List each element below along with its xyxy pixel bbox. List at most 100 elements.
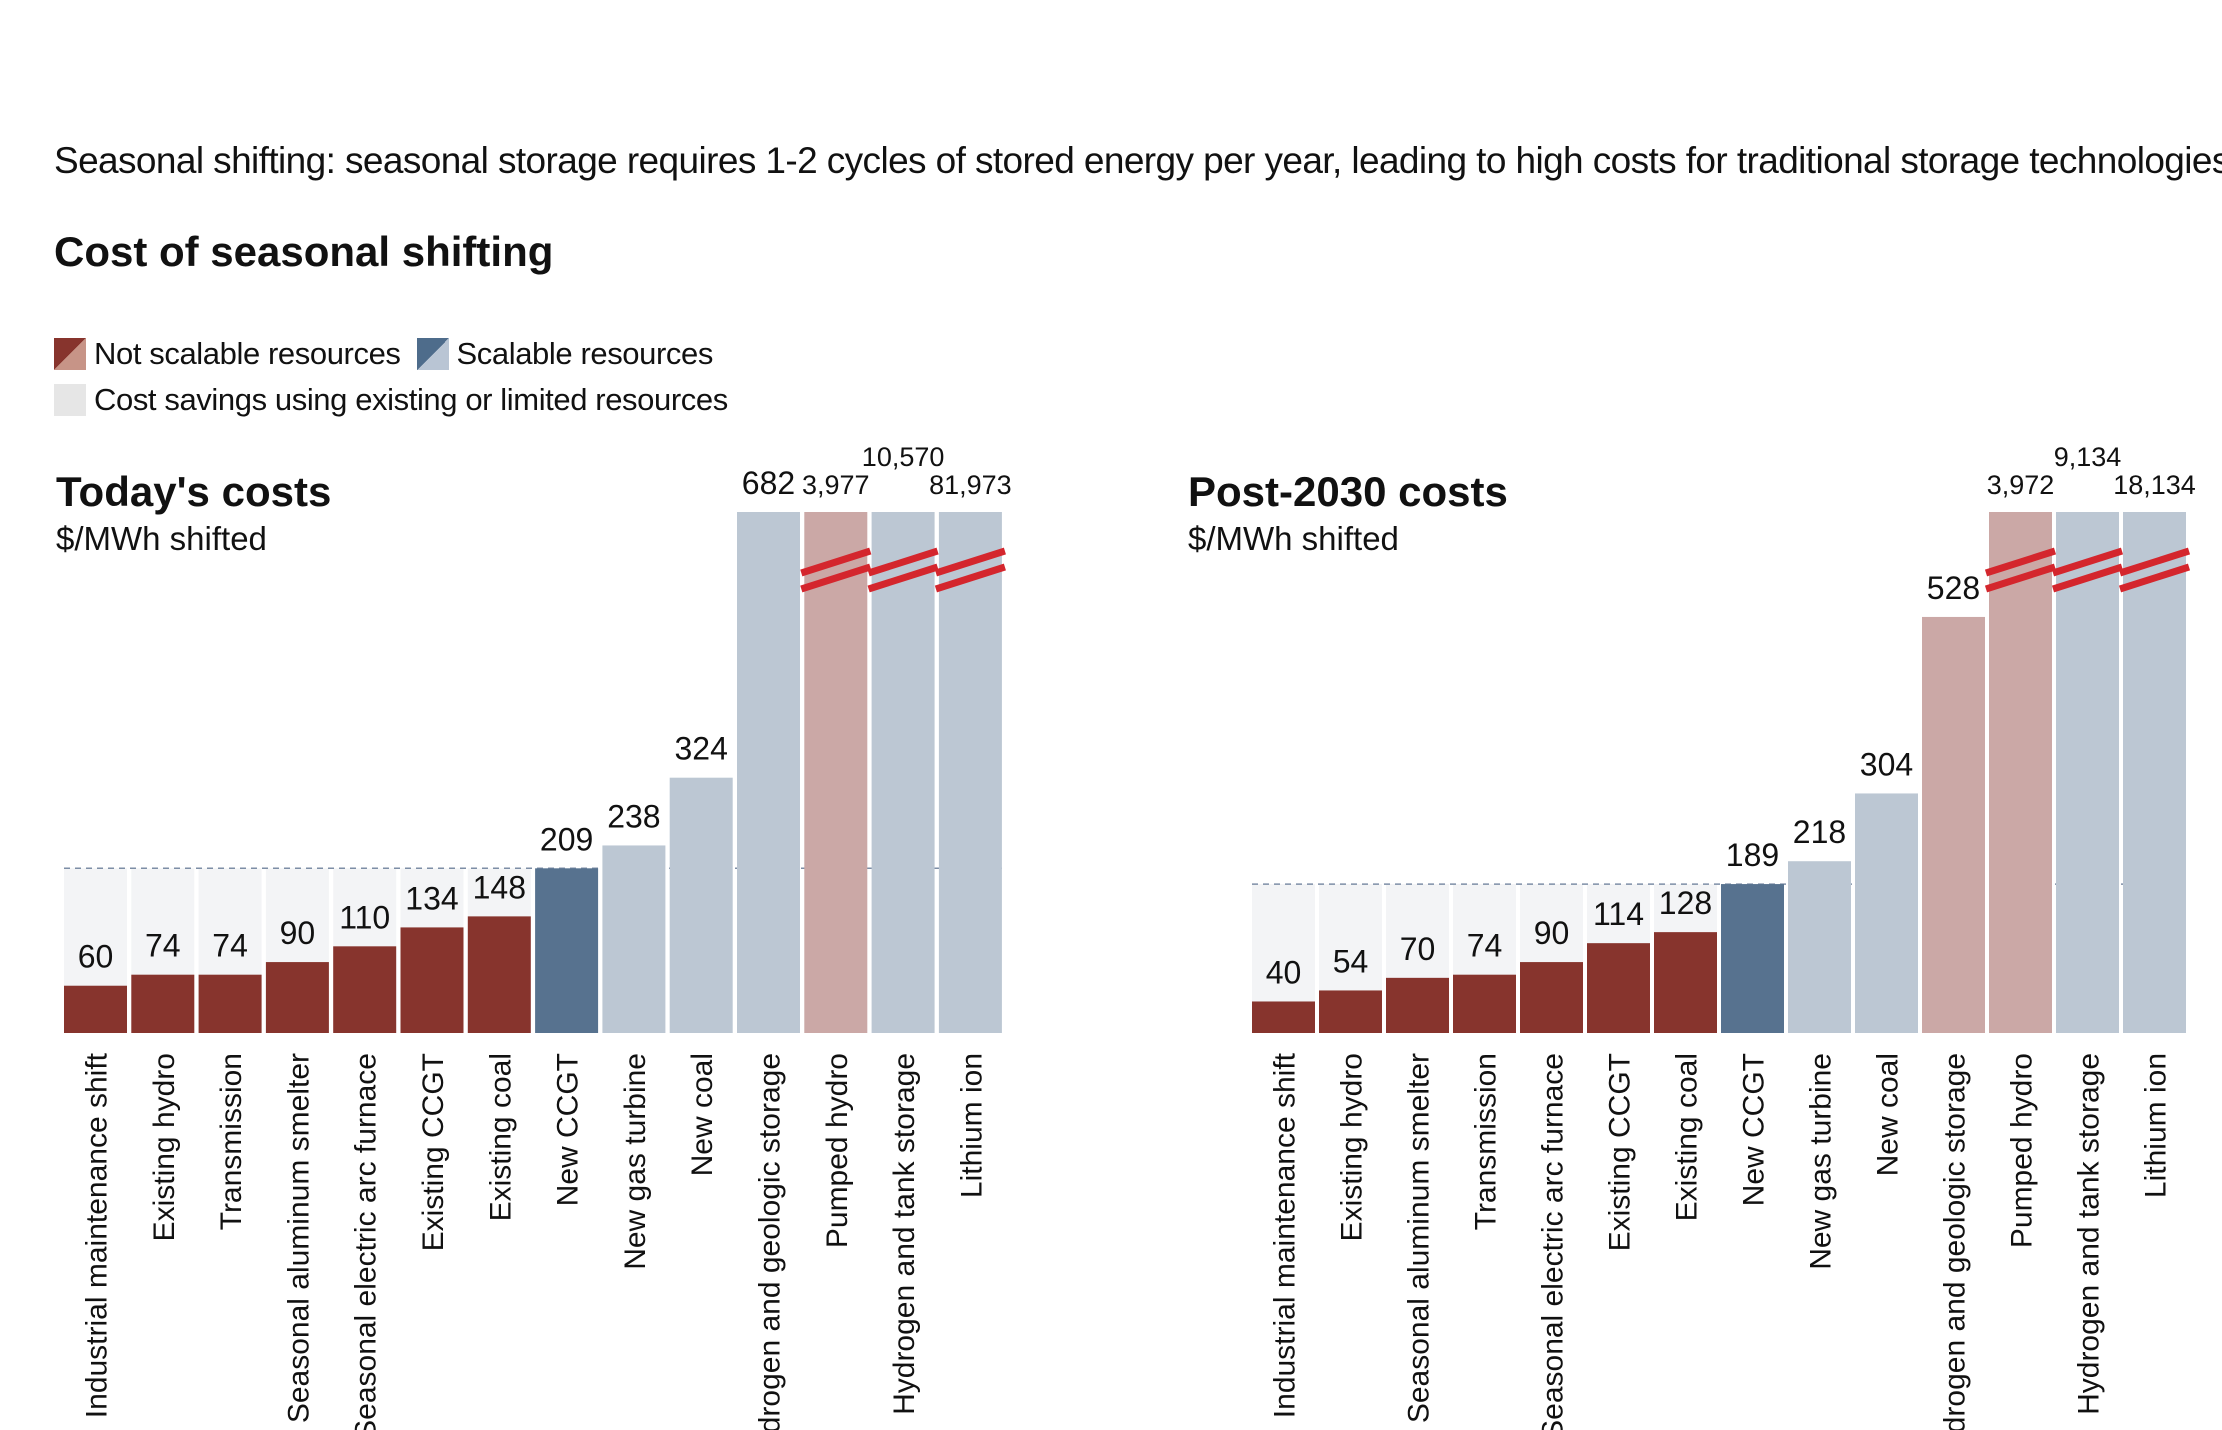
category-label-13: Lithium ion bbox=[955, 1053, 988, 1198]
main-title: Cost of seasonal shifting bbox=[54, 228, 554, 275]
bar-13 bbox=[938, 512, 1002, 1033]
value-label-5: 114 bbox=[1593, 896, 1644, 932]
bar-5 bbox=[1587, 943, 1650, 1033]
bar-9 bbox=[669, 777, 733, 1033]
bar-3 bbox=[265, 962, 329, 1033]
axis-break-mark-12-1 bbox=[2051, 563, 2124, 593]
category-label-1: Existing hydro bbox=[148, 1053, 181, 1241]
value-label-10: 682 bbox=[742, 465, 795, 501]
bar-5 bbox=[400, 927, 464, 1033]
bar-4 bbox=[333, 946, 397, 1033]
bar-9 bbox=[1855, 793, 1918, 1033]
category-label-3: Seasonal aluminum smelter bbox=[282, 1053, 315, 1423]
bar-12 bbox=[871, 512, 935, 1033]
category-label-8: New gas turbine bbox=[1805, 1053, 1838, 1270]
axis-break-mark-12-0 bbox=[867, 547, 939, 577]
category-label-5: Existing CCGT bbox=[417, 1053, 450, 1251]
value-label-12: 10,570 bbox=[862, 442, 945, 472]
axis-break-mark-11-1 bbox=[1984, 563, 2057, 593]
legend-label-not-scalable: Not scalable resources bbox=[94, 336, 401, 371]
category-label-11: Pumped hydro bbox=[821, 1053, 854, 1248]
axis-break-mark-11-0 bbox=[800, 547, 872, 577]
category-label-0: Industrial maintenance shift bbox=[1269, 1052, 1302, 1418]
panel-title-post2030: Post-2030 costs bbox=[1188, 468, 1508, 515]
bar-7 bbox=[535, 868, 599, 1033]
bar-2 bbox=[1386, 977, 1449, 1033]
legend-swatch-savings bbox=[54, 384, 86, 416]
bar-12 bbox=[2056, 512, 2119, 1033]
value-label-0: 60 bbox=[78, 939, 114, 975]
category-label-10: Hydrogen and geologic storage bbox=[754, 1053, 787, 1430]
bar-10 bbox=[1922, 616, 1985, 1033]
bar-8 bbox=[1788, 861, 1851, 1033]
category-label-11: Pumped hydro bbox=[2006, 1053, 2039, 1248]
category-label-7: New CCGT bbox=[1738, 1053, 1771, 1206]
headline: Seasonal shifting: seasonal storage requ… bbox=[54, 140, 2222, 181]
value-label-4: 110 bbox=[339, 899, 390, 935]
value-label-3: 74 bbox=[1467, 928, 1503, 964]
category-label-0: Industrial maintenance shift bbox=[81, 1052, 114, 1418]
legend-label-savings: Cost savings using existing or limited r… bbox=[94, 382, 728, 417]
value-label-0: 40 bbox=[1266, 954, 1302, 990]
bar-1 bbox=[131, 974, 195, 1033]
category-label-10: Hydrogen and geologic storage bbox=[1939, 1053, 1972, 1430]
panel-ylabel-post2030: $/MWh shifted bbox=[1188, 520, 1399, 557]
value-label-10: 528 bbox=[1927, 570, 1980, 606]
axis-break-mark-13-1 bbox=[934, 563, 1006, 593]
axis-break-mark-12-0 bbox=[2051, 547, 2124, 577]
category-label-3: Transmission bbox=[1470, 1053, 1503, 1230]
category-label-4: Seasonal electric arc furnace bbox=[1537, 1053, 1570, 1430]
value-label-13: 81,973 bbox=[929, 470, 1012, 500]
value-label-2: 70 bbox=[1400, 931, 1436, 967]
value-label-3: 90 bbox=[280, 915, 316, 951]
value-label-6: 128 bbox=[1659, 885, 1712, 921]
axis-break-mark-11-0 bbox=[1984, 547, 2057, 577]
panel-ylabel-today: $/MWh shifted bbox=[56, 520, 267, 557]
value-label-4: 90 bbox=[1534, 915, 1570, 951]
category-label-12: Hydrogen and tank storage bbox=[2073, 1053, 2106, 1415]
legend-row-savings: Cost savings using existing or limited r… bbox=[54, 382, 728, 418]
category-label-9: New coal bbox=[1872, 1053, 1905, 1176]
bar-0 bbox=[1252, 1001, 1315, 1033]
bar-11 bbox=[1989, 512, 2052, 1033]
category-label-2: Transmission bbox=[215, 1053, 248, 1230]
bar-0 bbox=[64, 985, 127, 1033]
value-label-9: 304 bbox=[1860, 746, 1913, 782]
axis-break-mark-13-0 bbox=[934, 547, 1006, 577]
axis-break-mark-12-1 bbox=[867, 563, 939, 593]
value-label-13: 18,134 bbox=[2113, 470, 2196, 500]
category-label-1: Existing hydro bbox=[1336, 1053, 1369, 1241]
value-label-6: 148 bbox=[473, 869, 526, 905]
bar-6 bbox=[467, 916, 531, 1033]
bar-3 bbox=[1453, 974, 1516, 1033]
category-label-13: Lithium ion bbox=[2140, 1053, 2173, 1198]
category-label-2: Seasonal aluminum smelter bbox=[1403, 1053, 1436, 1423]
bar-4 bbox=[1520, 962, 1583, 1033]
value-label-12: 9,134 bbox=[2054, 442, 2122, 472]
value-label-7: 209 bbox=[540, 821, 593, 857]
axis-break-mark-11-1 bbox=[800, 563, 872, 593]
value-label-1: 74 bbox=[145, 928, 181, 964]
value-label-7: 189 bbox=[1726, 837, 1779, 873]
legend-swatch-not-scalable bbox=[54, 338, 86, 370]
category-label-8: New gas turbine bbox=[619, 1053, 652, 1270]
category-label-12: Hydrogen and tank storage bbox=[888, 1053, 921, 1415]
category-label-9: New coal bbox=[686, 1053, 719, 1176]
legend-row-scalability: Not scalable resources Scalable resource… bbox=[54, 336, 713, 372]
bar-8 bbox=[602, 845, 666, 1033]
value-label-8: 238 bbox=[607, 798, 660, 834]
category-label-4: Seasonal electric arc furnace bbox=[350, 1053, 383, 1430]
value-label-9: 324 bbox=[675, 731, 728, 767]
value-label-1: 54 bbox=[1333, 943, 1369, 979]
bar-6 bbox=[1654, 932, 1717, 1033]
bar-2 bbox=[198, 974, 262, 1033]
value-label-8: 218 bbox=[1793, 814, 1846, 850]
axis-break-mark-13-0 bbox=[2118, 547, 2191, 577]
bar-13 bbox=[2123, 512, 2186, 1033]
bar-11 bbox=[804, 512, 868, 1033]
category-label-6: Existing coal bbox=[1671, 1053, 1704, 1221]
category-label-5: Existing CCGT bbox=[1604, 1053, 1637, 1251]
value-label-2: 74 bbox=[212, 928, 248, 964]
panel-title-today: Today's costs bbox=[56, 468, 332, 515]
